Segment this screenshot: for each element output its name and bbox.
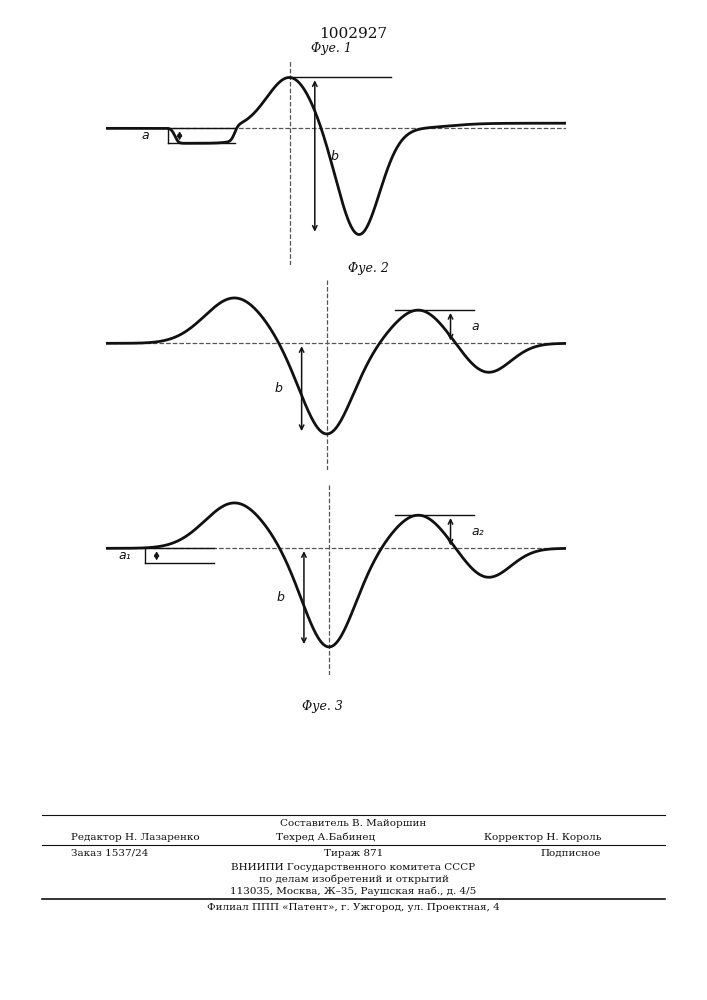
Text: Φуе. 2: Φуе. 2 xyxy=(348,262,389,275)
Text: Корректор Н. Король: Корректор Н. Король xyxy=(484,833,601,842)
Text: b: b xyxy=(277,591,285,604)
Text: b: b xyxy=(275,382,283,395)
Text: ВНИИПИ Государственного комитета СССР: ВНИИПИ Государственного комитета СССР xyxy=(231,863,476,872)
Text: 113035, Москва, Ж–35, Раушская наб., д. 4/5: 113035, Москва, Ж–35, Раушская наб., д. … xyxy=(230,887,477,896)
Text: по делам изобретений и открытий: по делам изобретений и открытий xyxy=(259,875,448,884)
Text: 1002927: 1002927 xyxy=(320,27,387,41)
Text: Заказ 1537/24: Заказ 1537/24 xyxy=(71,849,148,858)
Text: Филиал ППП «Патент», г. Ужгород, ул. Проектная, 4: Филиал ППП «Патент», г. Ужгород, ул. Про… xyxy=(207,903,500,912)
Text: Тираж 871: Тираж 871 xyxy=(324,849,383,858)
Text: a: a xyxy=(141,129,149,142)
Text: Составитель В. Майоршин: Составитель В. Майоршин xyxy=(281,819,426,828)
Text: Редактор Н. Лазаренко: Редактор Н. Лазаренко xyxy=(71,833,199,842)
Text: Φуе. 3: Φуе. 3 xyxy=(302,700,343,713)
Text: a₁: a₁ xyxy=(118,549,131,562)
Text: Техред А.Бабинец: Техред А.Бабинец xyxy=(276,833,375,842)
Text: Подписное: Подписное xyxy=(541,849,601,858)
Text: Φуе. 1: Φуе. 1 xyxy=(311,42,351,55)
Text: a₂: a₂ xyxy=(471,525,484,538)
Text: a: a xyxy=(471,320,479,333)
Text: b: b xyxy=(331,150,339,163)
